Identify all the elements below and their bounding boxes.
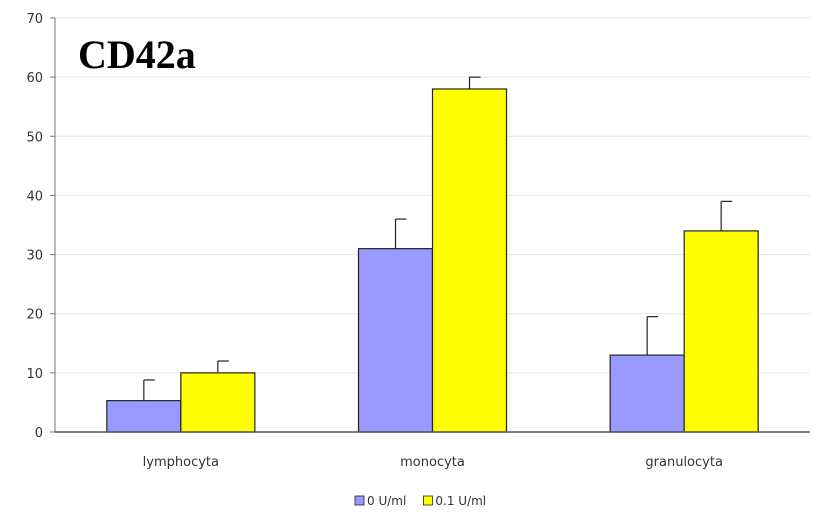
y-tick-label: 20 (26, 308, 43, 323)
category-label-monocyta: monocyta (400, 455, 465, 470)
y-tick-label: 0 (35, 426, 43, 441)
y-tick-label: 40 (26, 189, 43, 204)
y-axis-ticks: 0 10 20 30 40 50 60 70 (26, 12, 55, 441)
y-tick-label: 70 (26, 12, 43, 27)
y-tick-label: 30 (26, 249, 43, 264)
bar-monocyta-s1 (431, 88, 508, 433)
legend-swatch-s1 (422, 495, 433, 506)
axes (54, 18, 810, 433)
y-tick-label: 60 (26, 71, 43, 86)
bar-granulocyta-s1 (683, 230, 759, 433)
bar-lymphocyta-s0 (106, 400, 182, 433)
category-label-lymphocyta: lymphocyta (143, 455, 219, 470)
chart-title: CD42a (78, 32, 196, 77)
y-tick-label: 10 (26, 367, 43, 382)
bar-granulocyta-s0 (609, 354, 685, 433)
category-label-granulocyta: granulocyta (645, 455, 723, 470)
legend-label-s1: 0.1 U/ml (435, 494, 486, 508)
legend-label-s0: 0 U/ml (367, 494, 406, 508)
bar-lymphocyta-s1 (180, 372, 256, 433)
legend: 0 U/ml 0.1 U/ml (354, 494, 486, 508)
legend-swatch-s0 (354, 495, 365, 506)
y-tick-label: 50 (26, 130, 43, 145)
category-labels: lymphocyta monocyta granulocyta (143, 455, 723, 470)
bar-monocyta-s0 (357, 248, 434, 433)
bars (106, 76, 759, 433)
